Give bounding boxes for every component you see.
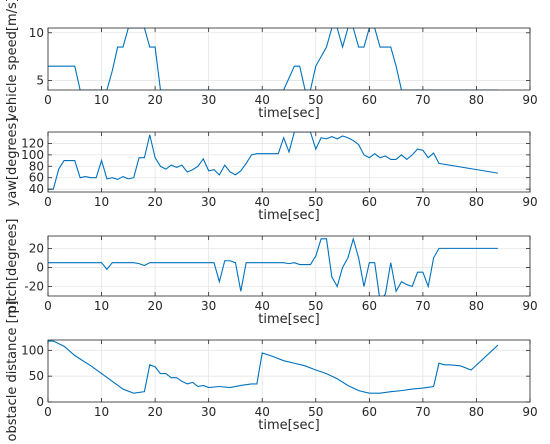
y-tick-label: 100 (21, 148, 44, 162)
x-tick-label: 30 (201, 195, 216, 209)
x-tick-label: 60 (362, 195, 377, 209)
y-tick-label: -20 (24, 279, 44, 293)
axes-box (47, 339, 531, 403)
data-series-line (48, 340, 499, 394)
x-axis-label: time[sec] (258, 312, 319, 327)
x-tick-label: 0 (44, 93, 52, 107)
y-tick-label: 5 (36, 73, 44, 87)
x-tick-label: 20 (147, 195, 162, 209)
x-tick-label: 10 (94, 299, 109, 313)
y-tick-label: 50 (29, 369, 44, 383)
x-tick-label: 80 (469, 93, 484, 107)
x-tick-label: 70 (415, 405, 430, 419)
x-tick-label: 10 (94, 93, 109, 107)
y-tick-label: 60 (29, 171, 44, 185)
y-tick-label: 0 (36, 260, 44, 274)
x-tick-label: 50 (308, 299, 323, 313)
x-tick-label: 80 (469, 195, 484, 209)
y-tick-label: 40 (29, 182, 44, 196)
x-tick-label: 70 (415, 299, 430, 313)
x-tick-label: 50 (308, 195, 323, 209)
axes-box (47, 235, 531, 297)
x-tick-label: 30 (201, 299, 216, 313)
data-series-line (48, 132, 498, 190)
plot-area (48, 340, 530, 402)
x-axis-label: time[sec] (258, 106, 319, 121)
axes-box (47, 27, 531, 91)
x-tick-label: 20 (147, 405, 162, 419)
y-tick-label: 80 (29, 159, 44, 173)
x-tick-label: 90 (522, 93, 537, 107)
y-tick-label: 20 (29, 241, 44, 255)
x-tick-label: 60 (362, 299, 377, 313)
chart-panel-3: 0 10 20 30 40 50 60 70 80 90-20020time[sec]pitch[… (5, 219, 538, 327)
x-tick-label: 70 (415, 195, 430, 209)
x-tick-label: 20 (147, 299, 162, 313)
y-tick-label: 10 (29, 26, 44, 40)
y-axis-label: yaw[degrees] (5, 118, 20, 207)
x-tick-label: 80 (469, 405, 484, 419)
plot-area (48, 132, 530, 192)
x-tick-label: 40 (255, 93, 270, 107)
x-tick-label: 0 (44, 299, 52, 313)
x-tick-label: 40 (255, 405, 270, 419)
y-axis-label: pitch[degrees] (5, 219, 20, 314)
axes-box (47, 131, 531, 193)
x-tick-label: 0 (44, 405, 52, 419)
x-tick-label: 0 (44, 195, 52, 209)
plot-area (48, 236, 530, 296)
y-axis-label: obstacle distance [m] (5, 301, 20, 442)
x-tick-label: 90 (522, 405, 537, 419)
x-tick-label: 20 (147, 93, 162, 107)
data-series-line (48, 28, 498, 90)
x-tick-label: 30 (201, 405, 216, 419)
chart-panel-2: 0 10 20 30 40 50 60 70 80 90406080100120time[sec]… (5, 118, 538, 223)
x-tick-label: 10 (94, 195, 109, 209)
x-tick-label: 80 (469, 299, 484, 313)
y-tick-label: 100 (21, 343, 44, 357)
x-tick-label: 10 (94, 405, 109, 419)
plot-area (48, 28, 530, 90)
x-tick-label: 30 (201, 93, 216, 107)
x-tick-label: 40 (255, 195, 270, 209)
x-tick-label: 90 (522, 195, 537, 209)
data-series-line (48, 236, 498, 296)
y-axis-label: vehicle speed[m/s] (5, 0, 20, 121)
x-tick-label: 40 (255, 299, 270, 313)
x-tick-label: 50 (308, 405, 323, 419)
chart-panel-4: 0 10 20 30 40 50 60 70 80 90050100time[sec]obstac… (5, 301, 538, 442)
x-axis-label: time[sec] (258, 208, 319, 223)
x-tick-label: 60 (362, 405, 377, 419)
x-tick-label: 70 (415, 93, 430, 107)
y-tick-label: 120 (21, 136, 44, 150)
x-tick-label: 50 (308, 93, 323, 107)
x-tick-label: 90 (522, 299, 537, 313)
y-tick-label: 0 (36, 395, 44, 409)
x-axis-label: time[sec] (258, 418, 319, 433)
chart-panel-1: 0 10 20 30 40 50 60 70 80 90 5 10 time[sec] vehicle s… (5, 0, 538, 121)
x-tick-label: 60 (362, 93, 377, 107)
